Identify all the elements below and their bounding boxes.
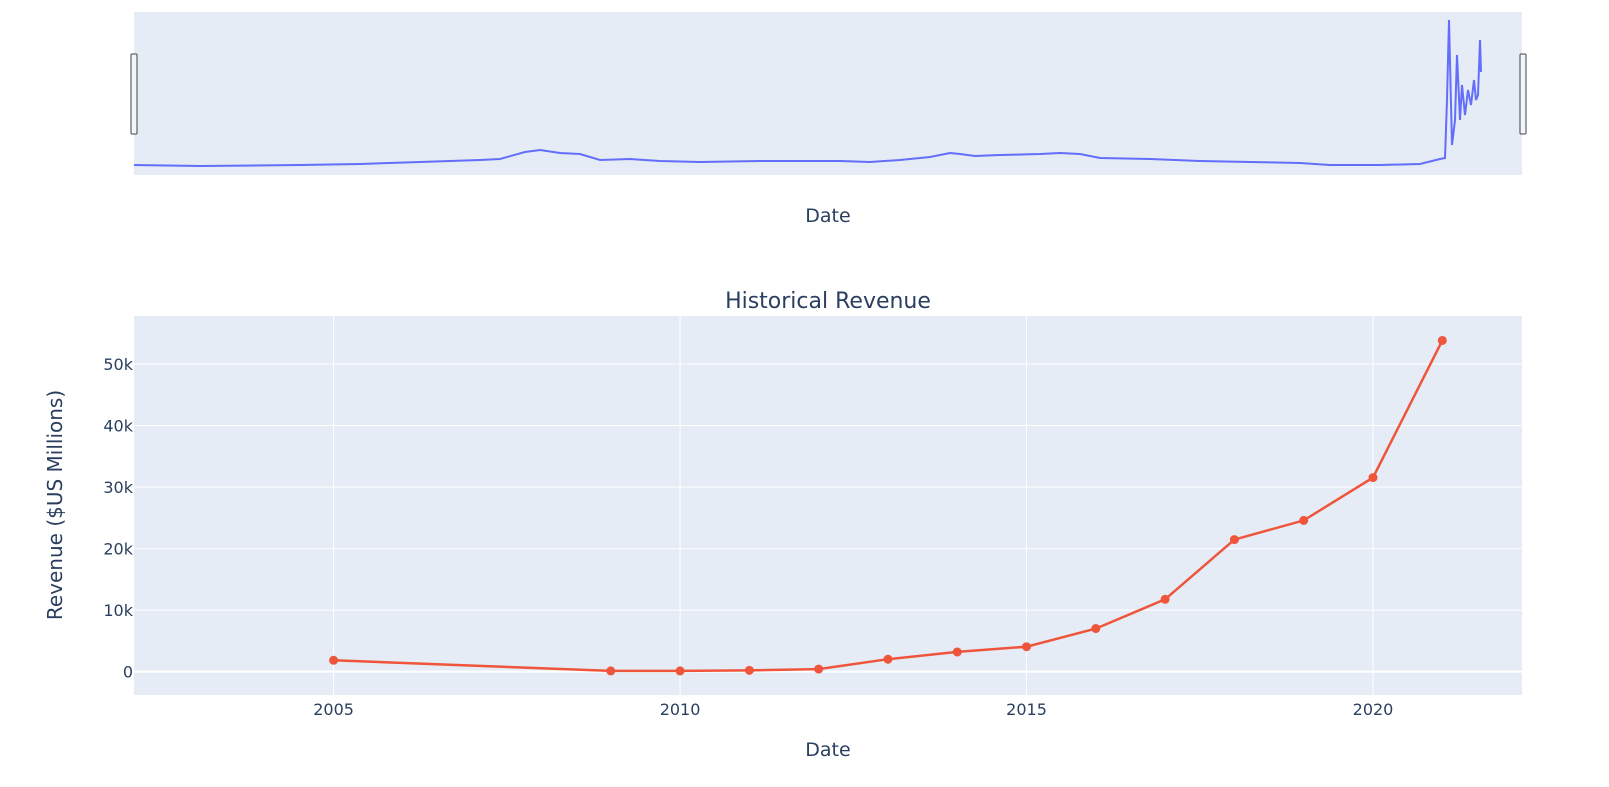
y-tick-labels: 0 10k 20k 30k 40k 50k [103, 355, 133, 682]
revenue-point [814, 664, 824, 674]
revenue-series-line [333, 339, 1444, 673]
x-tick-label: 2005 [313, 700, 354, 719]
plot-area [134, 316, 1522, 695]
rangeslider-x-axis-label: Date [805, 205, 850, 227]
revenue-point [1368, 473, 1378, 483]
y-tick-label: 40k [103, 417, 133, 436]
y-tick-label: 10k [103, 601, 133, 620]
x-tick-label: 2015 [1006, 700, 1047, 719]
revenue-point [675, 666, 685, 676]
revenue-point [952, 647, 962, 657]
y-tick-label: 20k [103, 540, 133, 559]
revenue-point [606, 666, 616, 676]
revenue-point [1229, 535, 1239, 545]
revenue-point [744, 665, 754, 675]
y-tick-label: 50k [103, 355, 133, 374]
y-tick-label: 30k [103, 478, 133, 497]
rangeslider[interactable] [130, 12, 1527, 175]
y-axis-label: Revenue ($US Millions) [43, 390, 67, 620]
revenue-point [329, 655, 339, 665]
rangeslider-left-handle[interactable] [130, 53, 138, 135]
y-gridlines [134, 363, 1522, 673]
revenue-point [1299, 515, 1309, 525]
rangeslider-background [134, 12, 1522, 175]
x-tick-labels: 2005 2010 2015 2020 [313, 700, 1393, 719]
chart-title: Historical Revenue [725, 289, 931, 314]
x-tick-label: 2020 [1353, 700, 1394, 719]
revenue-point [1437, 335, 1447, 345]
revenue-point [1091, 624, 1101, 634]
x-gridlines [333, 316, 1374, 695]
revenue-point [1160, 594, 1170, 604]
revenue-point [1022, 642, 1032, 652]
rangeslider-right-handle[interactable] [1519, 53, 1527, 135]
revenue-series-markers [329, 335, 1447, 676]
x-tick-label: 2010 [660, 700, 701, 719]
x-axis-label: Date [805, 739, 850, 761]
y-tick-label: 0 [123, 663, 133, 682]
rangeslider-series-line [133, 19, 1482, 168]
revenue-point [883, 654, 893, 664]
